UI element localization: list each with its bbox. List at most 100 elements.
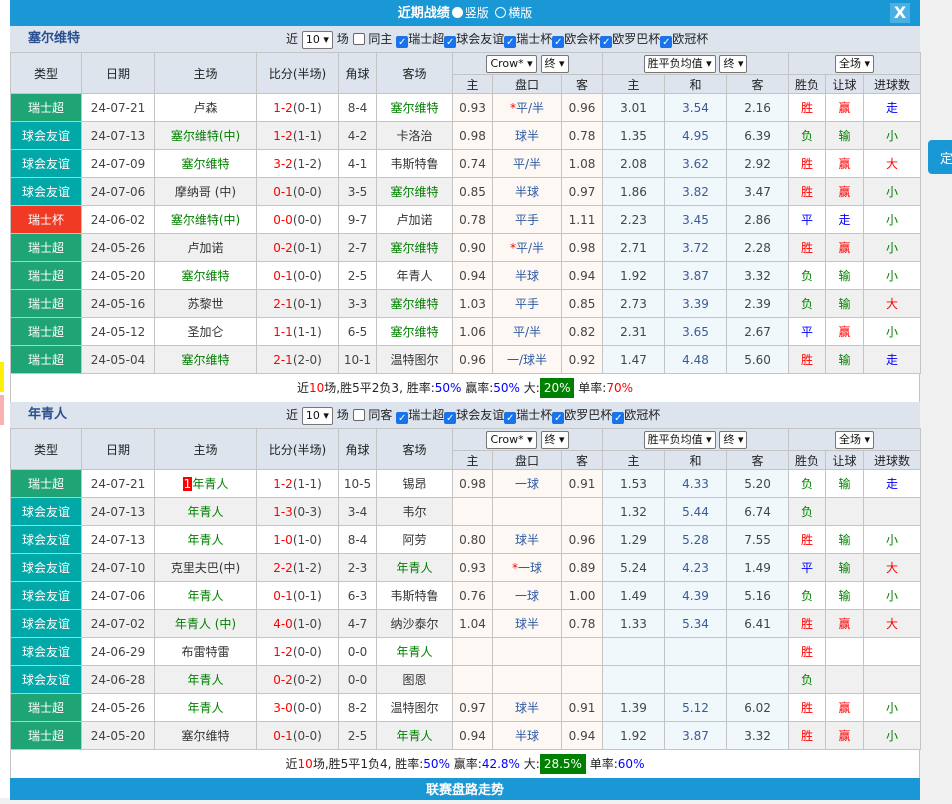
- home-team[interactable]: 年青人: [154, 525, 257, 554]
- layout-radio-vertical[interactable]: [451, 7, 463, 18]
- away-team[interactable]: 温特图尔: [376, 345, 453, 374]
- competition-type[interactable]: 瑞士超: [10, 317, 82, 346]
- competition-type[interactable]: 球会友谊: [10, 121, 82, 150]
- away-team[interactable]: 年青人: [376, 637, 453, 666]
- home-team[interactable]: 塞尔维特: [154, 721, 257, 750]
- avg-mode-select[interactable]: 终 ▾: [719, 430, 748, 449]
- competition-type[interactable]: 瑞士杯: [10, 205, 82, 234]
- league-checkbox[interactable]: ✓: [660, 36, 673, 48]
- score[interactable]: 1-2(1-1): [256, 121, 339, 150]
- score[interactable]: 2-1(2-0): [256, 345, 339, 374]
- match-row[interactable]: 瑞士超 24-07-21 卢森 1-2(0-1) 8-4 塞尔维特 0.93 *…: [10, 93, 922, 122]
- competition-type[interactable]: 球会友谊: [10, 553, 82, 582]
- away-team[interactable]: 韦尔: [376, 497, 453, 526]
- away-team[interactable]: 年青人: [376, 261, 453, 290]
- away-team[interactable]: 年青人: [376, 721, 453, 750]
- home-team[interactable]: 布雷特雷: [154, 637, 257, 666]
- odds-mode-select[interactable]: 终 ▾: [540, 430, 569, 449]
- odds-mode-select[interactable]: 终 ▾: [540, 54, 569, 73]
- away-team[interactable]: 塞尔维特: [376, 317, 453, 346]
- match-count-select[interactable]: 10 ▾: [301, 406, 333, 425]
- score[interactable]: 1-2(1-1): [256, 469, 339, 498]
- score[interactable]: 0-1(0-0): [256, 177, 339, 206]
- score[interactable]: 0-0(0-0): [256, 205, 339, 234]
- away-team[interactable]: 韦斯特鲁: [376, 581, 453, 610]
- home-team[interactable]: 塞尔维特: [154, 261, 257, 290]
- match-row[interactable]: 球会友谊 24-07-10 克里夫巴(中) 2-2(1-2) 2-3 年青人 0…: [10, 553, 922, 582]
- match-row[interactable]: 瑞士超 24-05-16 苏黎世 2-1(0-1) 3-3 塞尔维特 1.03 …: [10, 289, 922, 318]
- match-row[interactable]: 球会友谊 24-06-29 布雷特雷 1-2(0-0) 0-0 年青人 胜: [10, 637, 922, 666]
- home-team[interactable]: 塞尔维特(中): [154, 121, 257, 150]
- away-team[interactable]: 图恩: [376, 665, 453, 694]
- home-team[interactable]: 卢加诺: [154, 233, 257, 262]
- league-checkbox[interactable]: ✓: [612, 412, 625, 424]
- competition-type[interactable]: 瑞士超: [10, 693, 82, 722]
- competition-type[interactable]: 瑞士超: [10, 469, 82, 498]
- score[interactable]: 0-1(0-1): [256, 581, 339, 610]
- match-row[interactable]: 球会友谊 24-07-02 年青人 (中) 4-0(1-0) 4-7 纳沙泰尔 …: [10, 609, 922, 638]
- competition-type[interactable]: 瑞士超: [10, 345, 82, 374]
- match-row[interactable]: 瑞士超 24-05-04 塞尔维特 2-1(2-0) 10-1 温特图尔 0.9…: [10, 345, 922, 374]
- company-select[interactable]: Crow* ▾: [486, 430, 537, 449]
- league-checkbox[interactable]: ✓: [444, 412, 457, 424]
- match-row[interactable]: 瑞士超 24-05-12 圣加仑 1-1(1-1) 6-5 塞尔维特 1.06 …: [10, 317, 922, 346]
- score[interactable]: 0-2(0-2): [256, 665, 339, 694]
- match-row[interactable]: 瑞士超 24-05-26 年青人 3-0(0-0) 8-2 温特图尔 0.97 …: [10, 693, 922, 722]
- home-team[interactable]: 塞尔维特: [154, 345, 257, 374]
- competition-type[interactable]: 球会友谊: [10, 665, 82, 694]
- score[interactable]: 1-2(0-1): [256, 93, 339, 122]
- match-row[interactable]: 球会友谊 24-07-13 年青人 1-0(1-0) 8-4 阿劳 0.80 球…: [10, 525, 922, 554]
- match-row[interactable]: 球会友谊 24-07-09 塞尔维特 3-2(1-2) 4-1 韦斯特鲁 0.7…: [10, 149, 922, 178]
- away-team[interactable]: 卡洛治: [376, 121, 453, 150]
- same-venue-checkbox[interactable]: [352, 33, 365, 45]
- home-team[interactable]: 苏黎世: [154, 289, 257, 318]
- competition-type[interactable]: 球会友谊: [10, 637, 82, 666]
- match-row[interactable]: 球会友谊 24-07-13 年青人 1-3(0-3) 3-4 韦尔 1.32 5…: [10, 497, 922, 526]
- home-team[interactable]: 年青人: [154, 581, 257, 610]
- period-select[interactable]: 全场 ▾: [835, 430, 875, 449]
- home-team[interactable]: 塞尔维特: [154, 149, 257, 178]
- away-team[interactable]: 年青人: [376, 553, 453, 582]
- league-checkbox[interactable]: ✓: [396, 412, 409, 424]
- match-row[interactable]: 球会友谊 24-07-06 摩纳哥 (中) 0-1(0-0) 3-5 塞尔维特 …: [10, 177, 922, 206]
- match-row[interactable]: 球会友谊 24-06-28 年青人 0-2(0-2) 0-0 图恩 负: [10, 665, 922, 694]
- home-team[interactable]: 卢森: [154, 93, 257, 122]
- competition-type[interactable]: 球会友谊: [10, 177, 82, 206]
- side-float-button[interactable]: 定: [928, 140, 952, 174]
- layout-radio-horizontal[interactable]: [495, 7, 507, 18]
- home-team[interactable]: 年青人: [154, 693, 257, 722]
- league-checkbox[interactable]: ✓: [552, 412, 565, 424]
- home-team[interactable]: 年青人 (中): [154, 609, 257, 638]
- score[interactable]: 0-2(0-1): [256, 233, 339, 262]
- score[interactable]: 0-1(0-0): [256, 721, 339, 750]
- league-trend-bar[interactable]: 联赛盘路走势: [10, 778, 920, 800]
- score[interactable]: 3-0(0-0): [256, 693, 339, 722]
- away-team[interactable]: 温特图尔: [376, 693, 453, 722]
- score[interactable]: 1-3(0-3): [256, 497, 339, 526]
- competition-type[interactable]: 球会友谊: [10, 149, 82, 178]
- score[interactable]: 0-1(0-0): [256, 261, 339, 290]
- same-venue-checkbox[interactable]: [352, 409, 365, 421]
- away-team[interactable]: 塞尔维特: [376, 93, 453, 122]
- away-team[interactable]: 卢加诺: [376, 205, 453, 234]
- match-count-select[interactable]: 10 ▾: [301, 30, 333, 49]
- competition-type[interactable]: 瑞士超: [10, 261, 82, 290]
- competition-type[interactable]: 球会友谊: [10, 525, 82, 554]
- score[interactable]: 2-2(1-2): [256, 553, 339, 582]
- score[interactable]: 1-2(0-0): [256, 637, 339, 666]
- score[interactable]: 1-0(1-0): [256, 525, 339, 554]
- score[interactable]: 4-0(1-0): [256, 609, 339, 638]
- league-checkbox[interactable]: ✓: [504, 36, 517, 48]
- league-checkbox[interactable]: ✓: [396, 36, 409, 48]
- competition-type[interactable]: 瑞士超: [10, 233, 82, 262]
- away-team[interactable]: 塞尔维特: [376, 289, 453, 318]
- league-checkbox[interactable]: ✓: [552, 36, 565, 48]
- competition-type[interactable]: 球会友谊: [10, 609, 82, 638]
- home-team[interactable]: 克里夫巴(中): [154, 553, 257, 582]
- away-team[interactable]: 阿劳: [376, 525, 453, 554]
- match-row[interactable]: 球会友谊 24-07-06 年青人 0-1(0-1) 6-3 韦斯特鲁 0.76…: [10, 581, 922, 610]
- score[interactable]: 2-1(0-1): [256, 289, 339, 318]
- competition-type[interactable]: 球会友谊: [10, 497, 82, 526]
- away-team[interactable]: 塞尔维特: [376, 233, 453, 262]
- home-team[interactable]: 圣加仑: [154, 317, 257, 346]
